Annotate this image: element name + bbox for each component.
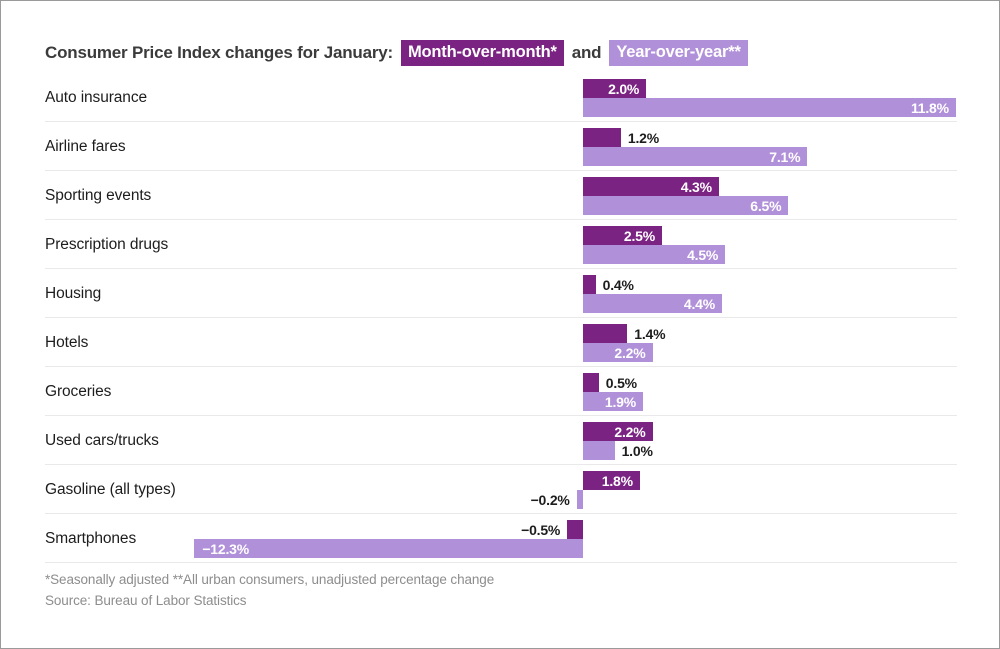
year-over-year-bar: 2.2% — [583, 343, 653, 362]
value-label: 7.1% — [769, 148, 801, 165]
year-over-year-bar: 11.8% — [583, 98, 956, 117]
value-label: −0.5% — [521, 521, 561, 538]
value-label: 6.5% — [750, 197, 782, 214]
chart-row: Prescription drugs 2.5% 4.5% — [45, 225, 957, 269]
chart-title-line: Consumer Price Index changes for January… — [45, 39, 955, 66]
value-label: 1.9% — [604, 393, 637, 410]
category-label: Used cars/trucks — [45, 432, 159, 449]
category-label: Housing — [45, 285, 102, 302]
month-over-month-bar: −0.5% — [521, 520, 583, 539]
category-label: Hotels — [45, 334, 89, 351]
year-over-year-bar: −0.2% — [531, 490, 583, 509]
chart-row: Sporting events 4.3% 6.5% — [45, 176, 957, 220]
chart-row: Groceries 0.5% 1.9% — [45, 372, 957, 416]
value-label: 0.5% — [605, 374, 637, 391]
value-label: 2.5% — [623, 227, 655, 244]
category-label: Groceries — [45, 383, 112, 400]
category-label: Auto insurance — [45, 89, 147, 106]
value-label: 4.4% — [683, 295, 716, 312]
value-label: −12.3% — [202, 540, 249, 557]
chart-row: Smartphones −0.5% −12.3% — [45, 519, 957, 563]
year-over-year-bar: −12.3% — [194, 539, 583, 558]
chart-body: Auto insurance 2.0% 11.8% Airline fares 1.2%… — [45, 78, 957, 563]
legend-chip-year-over-year: Year-over-year** — [609, 39, 748, 66]
value-label: 1.8% — [601, 472, 633, 489]
year-over-year-bar: 4.4% — [583, 294, 723, 313]
month-over-month-bar: 2.0% — [583, 79, 647, 98]
year-over-year-bar: 6.5% — [583, 196, 789, 215]
year-over-year-bar: 1.0% — [583, 441, 653, 460]
value-label: 1.0% — [621, 442, 653, 459]
legend-chip-month-over-month: Month-over-month* — [400, 39, 564, 66]
month-over-month-bar: 0.4% — [583, 275, 634, 294]
category-label: Gasoline (all types) — [45, 481, 176, 498]
month-over-month-bar: 1.8% — [583, 471, 640, 490]
chart-source: Source: Bureau of Labor Statistics — [45, 593, 247, 608]
month-over-month-bar: 1.4% — [583, 324, 666, 343]
value-label: −0.2% — [530, 491, 570, 508]
chart-footnote: *Seasonally adjusted **All urban consume… — [45, 572, 495, 587]
value-label: 4.5% — [687, 246, 719, 263]
category-label: Airline fares — [45, 138, 126, 155]
year-over-year-bar: 7.1% — [583, 147, 808, 166]
month-over-month-bar: 2.2% — [583, 422, 653, 441]
value-label: 2.2% — [614, 423, 646, 440]
value-label: 2.2% — [614, 344, 646, 361]
chart-row: Airline fares 1.2% 7.1% — [45, 127, 957, 171]
chart-row: Auto insurance 2.0% 11.8% — [45, 78, 957, 122]
value-label: 4.3% — [680, 178, 712, 195]
chart-row: Used cars/trucks 2.2% 1.0% — [45, 421, 957, 465]
category-label: Prescription drugs — [45, 236, 169, 253]
value-label: 2.0% — [608, 80, 640, 97]
month-over-month-bar: 4.3% — [583, 177, 719, 196]
category-label: Smartphones — [45, 530, 137, 547]
year-over-year-bar: 1.9% — [583, 392, 644, 411]
year-over-year-bar: 4.5% — [583, 245, 726, 264]
legend-connector-text: and — [571, 42, 602, 62]
chart-row: Housing 0.4% 4.4% — [45, 274, 957, 318]
chart-title: Consumer Price Index changes for January… — [45, 42, 393, 62]
chart-row: Hotels 1.4% 2.2% — [45, 323, 957, 367]
value-label: 11.8% — [910, 99, 949, 116]
value-label: 0.4% — [602, 276, 634, 293]
chart-row: Gasoline (all types) 1.8% −0.2% — [45, 470, 957, 514]
month-over-month-bar: 0.5% — [583, 373, 637, 392]
month-over-month-bar: 2.5% — [583, 226, 662, 245]
value-label: 1.2% — [627, 129, 660, 146]
month-over-month-bar: 1.2% — [583, 128, 659, 147]
category-label: Sporting events — [45, 187, 152, 204]
value-label: 1.4% — [634, 325, 666, 342]
